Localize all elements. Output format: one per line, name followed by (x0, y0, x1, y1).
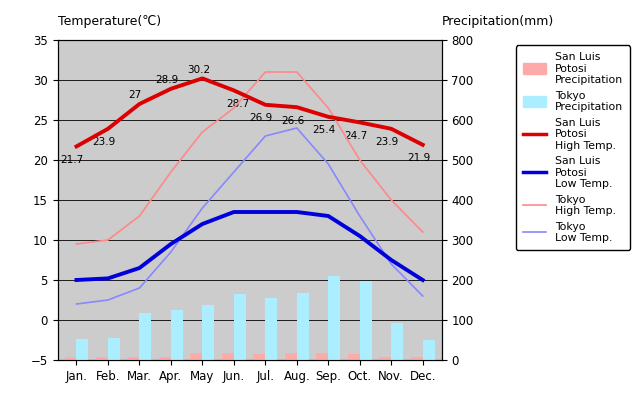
Text: 26.6: 26.6 (281, 116, 304, 126)
Bar (202, 305, 214, 360)
Bar (171, 310, 183, 360)
Bar (127, 357, 140, 360)
Bar (285, 353, 297, 360)
Text: Temperature(℃): Temperature(℃) (58, 15, 161, 28)
Text: 21.7: 21.7 (61, 155, 84, 165)
Text: 21.9: 21.9 (407, 154, 430, 164)
Text: Precipitation(mm): Precipitation(mm) (442, 15, 554, 28)
Bar (159, 357, 171, 360)
Text: 24.7: 24.7 (344, 131, 367, 141)
Text: 30.2: 30.2 (187, 65, 210, 75)
Bar (96, 357, 108, 360)
Bar (328, 276, 340, 360)
Bar (422, 340, 435, 360)
Bar (65, 357, 77, 360)
Bar (380, 357, 391, 360)
Text: 25.4: 25.4 (312, 126, 336, 136)
Bar (108, 338, 120, 360)
Bar (297, 293, 308, 360)
Bar (253, 354, 266, 360)
Bar (191, 353, 202, 360)
Bar (77, 339, 88, 360)
Bar (360, 281, 372, 360)
Bar (316, 353, 328, 360)
Bar (411, 357, 422, 360)
Bar (391, 323, 403, 360)
Text: 26.9: 26.9 (250, 114, 273, 124)
Bar (222, 353, 234, 360)
Text: 28.7: 28.7 (227, 99, 250, 109)
Bar (234, 294, 246, 360)
Bar (348, 354, 360, 360)
Legend: San Luis
Potosi
Precipitation, Tokyo
Precipitation, San Luis
Potosi
High Temp., : San Luis Potosi Precipitation, Tokyo Pre… (516, 46, 630, 250)
Bar (140, 313, 152, 360)
Bar (266, 298, 277, 360)
Text: 23.9: 23.9 (92, 138, 115, 148)
Text: 27: 27 (129, 90, 142, 100)
Text: 28.9: 28.9 (155, 75, 179, 85)
Text: 23.9: 23.9 (376, 138, 399, 148)
